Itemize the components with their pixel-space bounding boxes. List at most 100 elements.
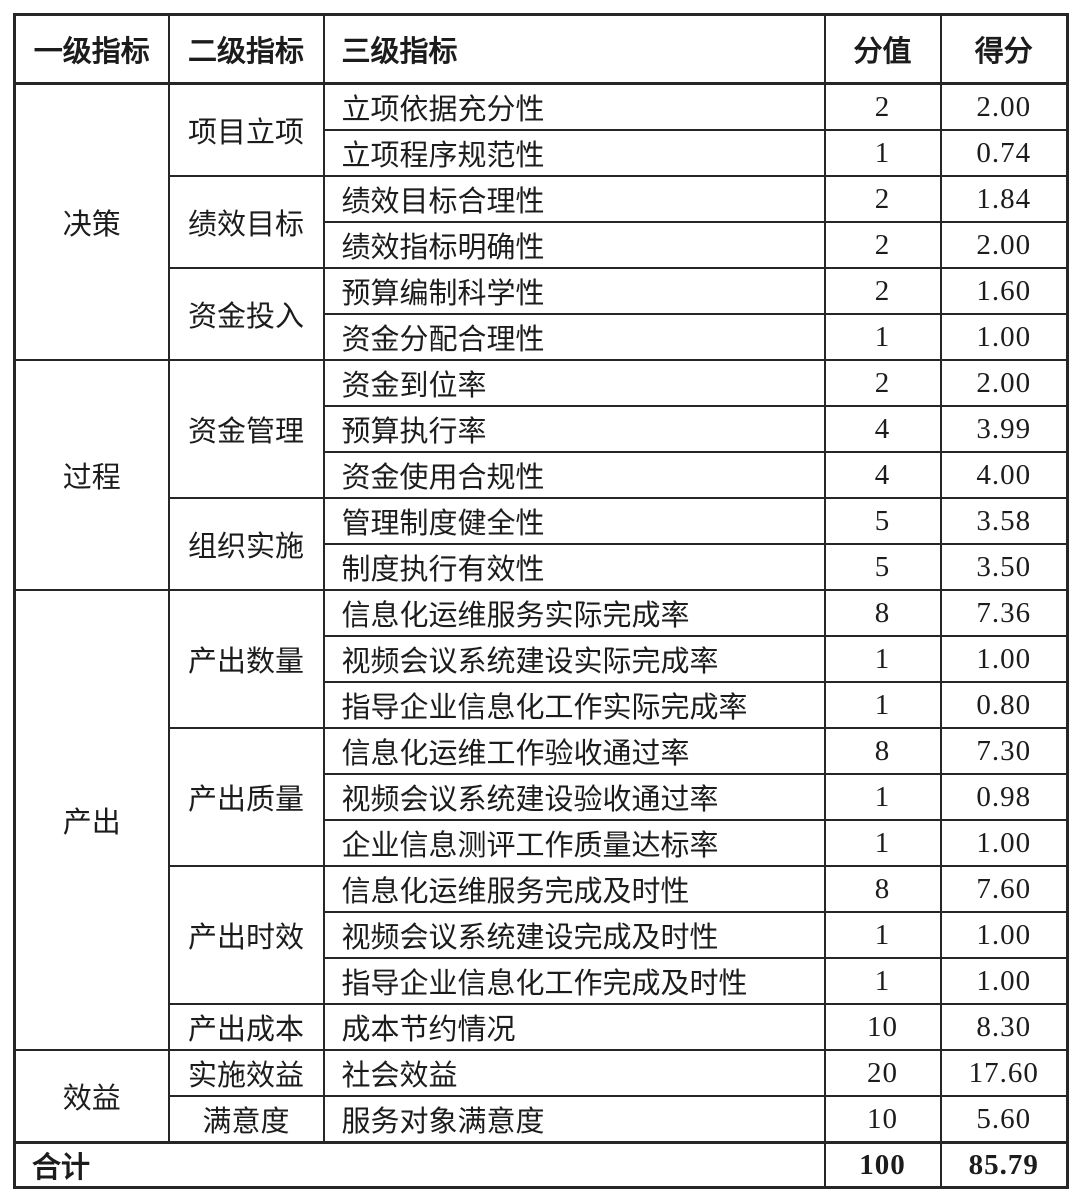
- earned-cell: 1.00: [939, 819, 1069, 867]
- earned-cell: 1.00: [939, 635, 1069, 683]
- level2-cell: 绩效目标: [167, 175, 325, 269]
- score-cell: 2: [823, 359, 942, 407]
- total-score-cell: 100: [823, 1141, 942, 1189]
- table-row: 指导企业信息化工作完成及时性 1 1.00: [15, 957, 1069, 1005]
- header-level2: 二级指标: [167, 13, 325, 85]
- score-cell: 1: [823, 129, 942, 177]
- level2-cell: 产出时效: [167, 865, 325, 1005]
- table-row: 产出时效 信息化运维服务完成及时性 8 7.60: [15, 865, 1069, 1005]
- level2-cell: 实施效益: [167, 1049, 325, 1097]
- total-earned-cell: 85.79: [939, 1141, 1069, 1189]
- table-row: 效益 实施效益 社会效益 20 17.60: [13, 1049, 1069, 1144]
- earned-cell: 0.80: [939, 681, 1069, 729]
- earned-cell: 7.30: [939, 727, 1069, 775]
- indicator-cell: 社会效益: [322, 1049, 826, 1097]
- table-row: 绩效指标明确性 2 2.00: [15, 221, 1069, 269]
- indicator-cell: 立项程序规范性: [322, 129, 826, 177]
- earned-cell: 1.00: [939, 313, 1069, 361]
- earned-cell: 3.58: [939, 497, 1069, 545]
- level2-cell: 资金投入: [167, 267, 325, 361]
- score-cell: 10: [823, 1003, 942, 1051]
- earned-cell: 7.60: [939, 865, 1069, 913]
- indicator-cell: 视频会议系统建设实际完成率: [322, 635, 826, 683]
- table-row: 产出 产出数量 信息化运维服务实际完成率 8 7.36: [13, 589, 1069, 1051]
- table-row: 立项程序规范性 1 0.74: [15, 129, 1069, 177]
- earned-cell: 1.60: [939, 267, 1069, 315]
- table-row: 组织实施 管理制度健全性 5 3.58: [15, 497, 1069, 591]
- indicator-cell: 信息化运维服务实际完成率: [322, 589, 826, 637]
- table-row: 视频会议系统建设实际完成率 1 1.00: [15, 635, 1069, 683]
- indicator-cell: 信息化运维工作验收通过率: [322, 727, 826, 775]
- table-row: 视频会议系统建设完成及时性 1 1.00: [15, 911, 1069, 959]
- indicator-cell: 制度执行有效性: [322, 543, 826, 591]
- score-cell: 8: [823, 727, 942, 775]
- indicator-cell: 资金使用合规性: [322, 451, 826, 499]
- earned-cell: 7.36: [939, 589, 1069, 637]
- table-row: 绩效目标 绩效目标合理性 2 1.84: [15, 175, 1069, 269]
- header-level3: 三级指标: [322, 13, 826, 85]
- table-row: 视频会议系统建设验收通过率 1 0.98: [15, 773, 1069, 821]
- indicator-cell: 预算编制科学性: [322, 267, 826, 315]
- earned-cell: 1.00: [939, 911, 1069, 959]
- score-cell: 4: [823, 451, 942, 499]
- indicator-cell: 视频会议系统建设完成及时性: [322, 911, 826, 959]
- score-cell: 1: [823, 911, 942, 959]
- header-score: 分值: [823, 13, 942, 85]
- table-row: 产出成本 成本节约情况 10 8.30: [15, 1003, 1069, 1051]
- score-cell: 8: [823, 865, 942, 913]
- total-row: 合计 100 85.79: [13, 1141, 1069, 1189]
- table-row: 预算执行率 4 3.99: [15, 405, 1069, 453]
- level2-cell: 满意度: [167, 1095, 325, 1144]
- table-row: 资金投入 预算编制科学性 2 1.60: [15, 267, 1069, 361]
- indicator-cell: 资金到位率: [322, 359, 826, 407]
- indicator-cell: 成本节约情况: [322, 1003, 826, 1051]
- table-row: 制度执行有效性 5 3.50: [15, 543, 1069, 591]
- performance-indicator-table: 一级指标 二级指标 三级指标 分值 得分 决策 项目立项 立项依据充分性 2 2…: [13, 13, 1069, 1189]
- score-cell: 5: [823, 543, 942, 591]
- table-row: 产出质量 信息化运维工作验收通过率 8 7.30: [15, 727, 1069, 867]
- indicator-cell: 指导企业信息化工作完成及时性: [322, 957, 826, 1005]
- level1-cell: 决策: [13, 82, 170, 361]
- earned-cell: 1.84: [939, 175, 1069, 223]
- table-row: 过程 资金管理 资金到位率 2 2.00: [13, 359, 1069, 591]
- indicator-cell: 服务对象满意度: [322, 1095, 826, 1144]
- earned-cell: 2.00: [939, 221, 1069, 269]
- earned-cell: 3.99: [939, 405, 1069, 453]
- indicator-cell: 视频会议系统建设验收通过率: [322, 773, 826, 821]
- table-row: 企业信息测评工作质量达标率 1 1.00: [15, 819, 1069, 867]
- total-label-cell: 合计: [13, 1141, 826, 1189]
- earned-cell: 2.00: [939, 359, 1069, 407]
- score-cell: 2: [823, 221, 942, 269]
- score-cell: 1: [823, 681, 942, 729]
- level2-cell: 产出质量: [167, 727, 325, 867]
- score-cell: 2: [823, 267, 942, 315]
- score-cell: 1: [823, 635, 942, 683]
- earned-cell: 4.00: [939, 451, 1069, 499]
- indicator-cell: 绩效指标明确性: [322, 221, 826, 269]
- score-cell: 1: [823, 313, 942, 361]
- indicator-cell: 企业信息测评工作质量达标率: [322, 819, 826, 867]
- earned-cell: 17.60: [939, 1049, 1069, 1097]
- level1-cell: 过程: [13, 359, 170, 591]
- earned-cell: 0.98: [939, 773, 1069, 821]
- header-row: 一级指标 二级指标 三级指标 分值 得分: [13, 13, 1069, 85]
- score-cell: 10: [823, 1095, 942, 1144]
- table-row: 决策 项目立项 立项依据充分性 2 2.00: [13, 82, 1069, 361]
- level2-cell: 项目立项: [167, 82, 325, 177]
- indicator-cell: 管理制度健全性: [322, 497, 826, 545]
- level1-cell: 产出: [13, 589, 170, 1051]
- table-row: 资金使用合规性 4 4.00: [15, 451, 1069, 499]
- indicator-cell: 立项依据充分性: [322, 82, 826, 131]
- earned-cell: 8.30: [939, 1003, 1069, 1051]
- indicator-cell: 资金分配合理性: [322, 313, 826, 361]
- indicator-cell: 绩效目标合理性: [322, 175, 826, 223]
- score-cell: 20: [823, 1049, 942, 1097]
- table-row: 资金分配合理性 1 1.00: [15, 313, 1069, 361]
- level2-cell: 资金管理: [167, 359, 325, 499]
- header-level1: 一级指标: [13, 13, 170, 85]
- indicator-cell: 预算执行率: [322, 405, 826, 453]
- indicator-cell: 信息化运维服务完成及时性: [322, 865, 826, 913]
- earned-cell: 3.50: [939, 543, 1069, 591]
- table-row: 指导企业信息化工作实际完成率 1 0.80: [15, 681, 1069, 729]
- earned-cell: 0.74: [939, 129, 1069, 177]
